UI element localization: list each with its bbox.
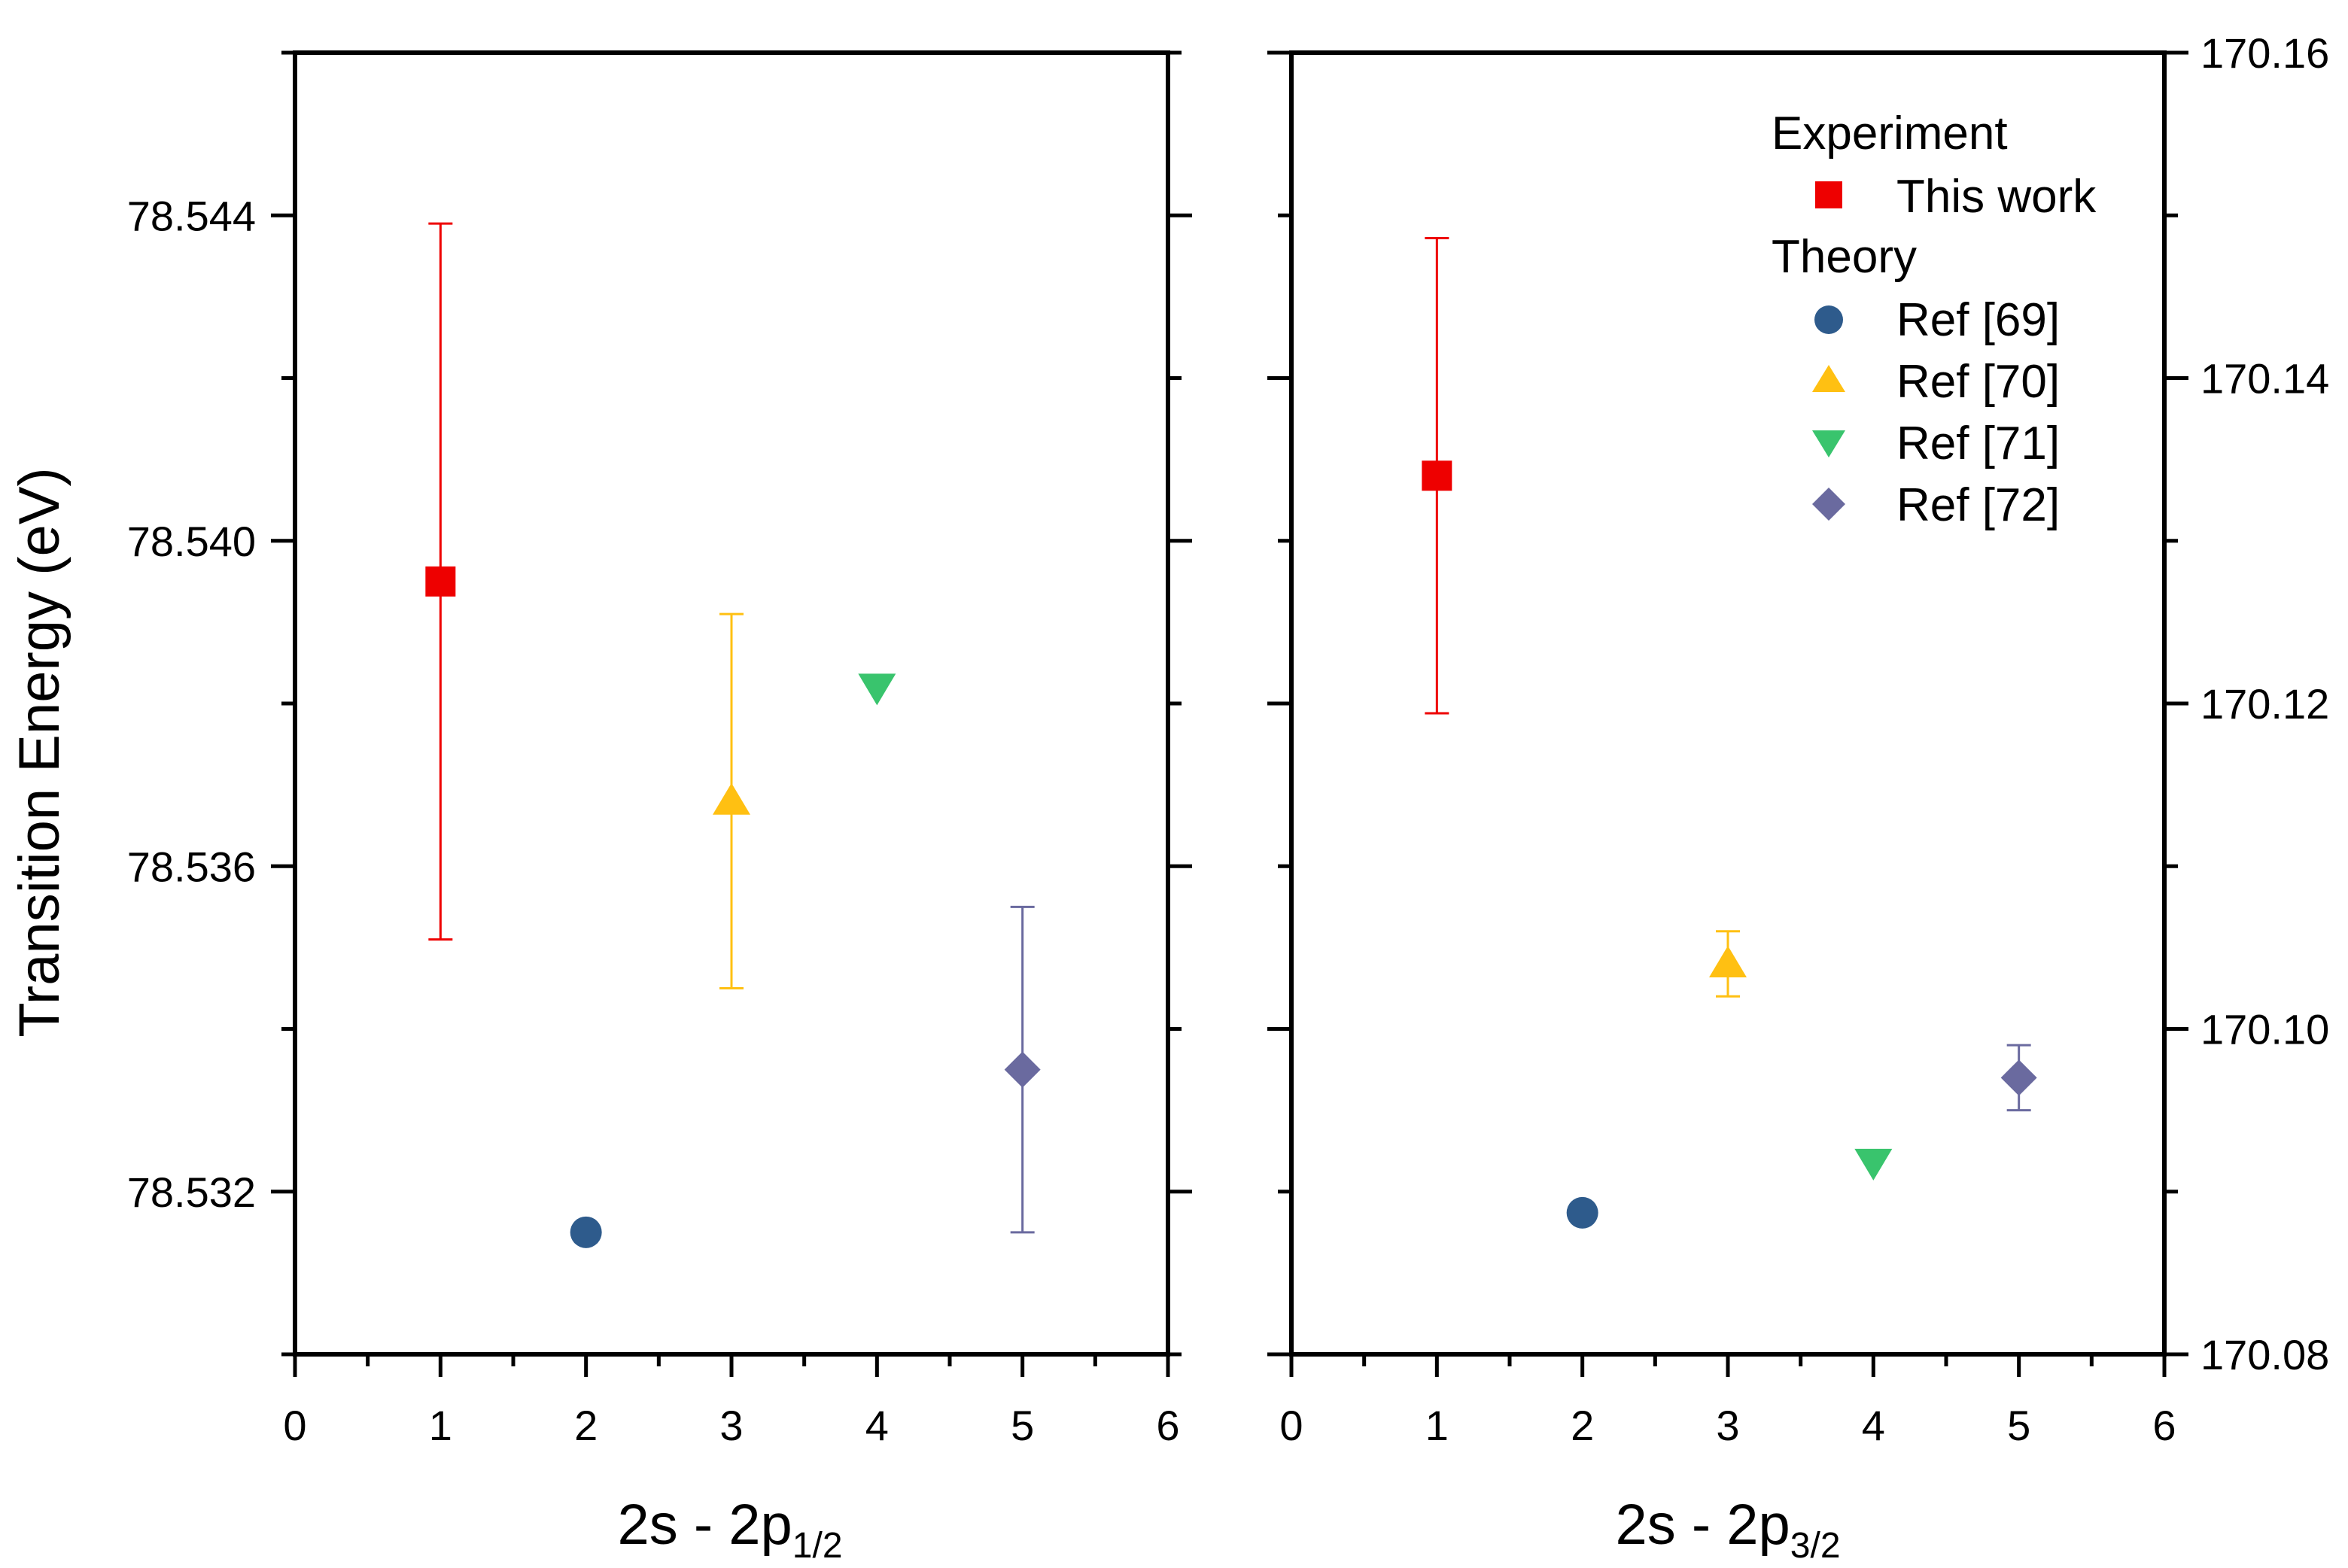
y-tick-label: 78.532 — [127, 1168, 256, 1216]
legend: Experiment This work Theory Ref [69] Ref… — [1772, 108, 2097, 531]
legend-label-ref-69: Ref [69] — [1896, 294, 2060, 346]
x-tick-label: 3 — [719, 1402, 743, 1449]
legend-diamond-marker — [1812, 488, 1845, 521]
legend-label-this-work: This work — [1896, 171, 2097, 223]
right-x-tick-labels: 0 1 2 3 4 5 6 — [1279, 1402, 2176, 1449]
x-tick-label: 6 — [1156, 1402, 1179, 1449]
x-tick-label: 0 — [283, 1402, 306, 1449]
left-x-axis-label: 2s - 2p1/2 — [617, 1493, 842, 1566]
y-tick-label: 170.08 — [2200, 1331, 2329, 1378]
x-tick-label: 1 — [429, 1402, 452, 1449]
y-tick-label: 170.10 — [2200, 1006, 2329, 1053]
left-panel: 78.532 78.536 78.540 78.544 0 1 2 3 4 5 6 2s - 2p… — [8, 50, 1192, 1566]
right-plot-frame — [1289, 50, 2167, 1357]
y-tick-label: 78.540 — [127, 518, 256, 565]
x-tick-label: 5 — [1011, 1402, 1034, 1449]
left-x-tick-labels: 0 1 2 3 4 5 6 — [283, 1402, 1179, 1449]
x-tick-label: 2 — [1571, 1402, 1594, 1449]
data-point-ref-70 — [713, 782, 750, 815]
data-point-ref-71 — [858, 673, 896, 706]
legend-label-ref-70: Ref [70] — [1896, 356, 2060, 408]
data-point-ref-69 — [570, 1216, 602, 1248]
data-point-this-work — [1422, 460, 1452, 491]
y-tick-label: 170.12 — [2200, 680, 2329, 728]
x-tick-label: 4 — [865, 1402, 889, 1449]
left-y-tick-labels: 78.532 78.536 78.540 78.544 — [127, 192, 256, 1216]
left-data-marks — [425, 222, 1041, 1248]
y-axis-label: Transition Energy (eV) — [8, 467, 71, 1037]
right-y-tick-labels: 170.08 170.10 170.12 170.14 170.16 — [2200, 29, 2329, 1378]
x-tick-label: 6 — [2152, 1402, 2176, 1449]
x-tick-label: 0 — [1279, 1402, 1303, 1449]
x-tick-label: 2 — [574, 1402, 598, 1449]
y-tick-label: 78.544 — [127, 192, 256, 239]
x-tick-label: 5 — [2007, 1402, 2030, 1449]
legend-triangle-down-marker — [1812, 430, 1845, 457]
left-ticks — [271, 50, 1192, 1377]
data-point-ref-70 — [1709, 946, 1747, 977]
data-point-ref-71 — [1854, 1148, 1893, 1181]
right-ticks — [1267, 50, 2188, 1377]
legend-label-ref-71: Ref [71] — [1896, 418, 2060, 469]
legend-group-title-theory: Theory — [1772, 231, 1917, 283]
y-tick-label: 78.536 — [127, 843, 256, 890]
legend-circle-marker — [1814, 305, 1843, 334]
x-tick-label: 1 — [1425, 1402, 1449, 1449]
legend-triangle-up-marker — [1812, 365, 1845, 392]
legend-square-marker — [1815, 181, 1842, 208]
data-point-ref-72 — [1004, 1051, 1041, 1088]
right-x-axis-label: 2s - 2p3/2 — [1615, 1493, 1840, 1566]
right-data-marks — [1422, 237, 2037, 1229]
legend-label-ref-72: Ref [72] — [1896, 479, 2060, 531]
data-point-ref-69 — [1566, 1196, 1598, 1229]
legend-group-title-experiment: Experiment — [1772, 108, 2008, 160]
right-panel: 170.08 170.10 170.12 170.14 170.16 0 1 2 3 4 5 6 2… — [1267, 29, 2329, 1566]
x-tick-label: 4 — [1862, 1402, 1885, 1449]
x-tick-label: 3 — [1716, 1402, 1739, 1449]
data-point-this-work — [425, 566, 456, 597]
y-tick-label: 170.16 — [2200, 29, 2329, 77]
data-point-ref-72 — [2000, 1059, 2037, 1096]
y-tick-label: 170.14 — [2200, 355, 2329, 403]
